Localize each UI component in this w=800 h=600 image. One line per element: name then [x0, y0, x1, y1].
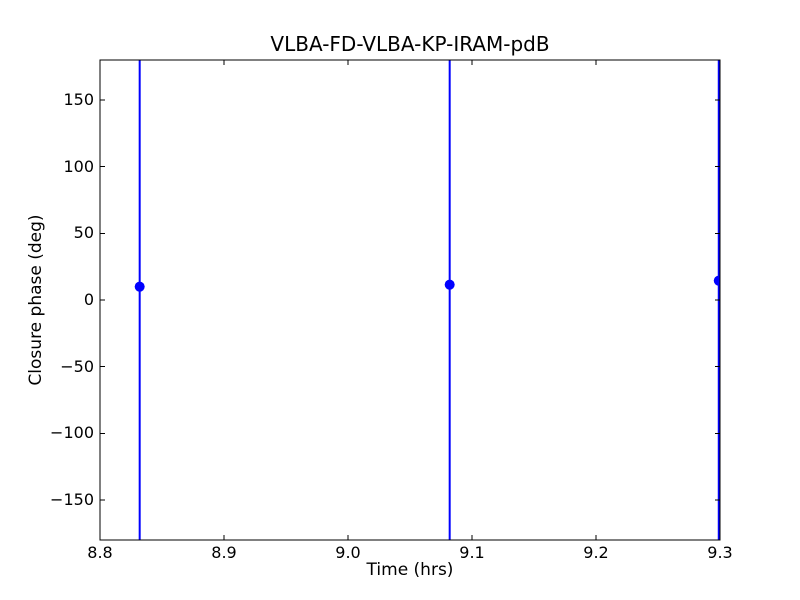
x-tick-label: 8.8 — [87, 543, 113, 562]
data-point-marker — [713, 275, 720, 286]
y-tick-label: −50 — [60, 356, 94, 376]
x-tick-label: 8.9 — [211, 543, 237, 562]
plot-border — [99, 59, 721, 541]
data-point-marker — [134, 281, 145, 292]
x-axis-label: Time (hrs) — [366, 560, 454, 580]
y-tick-label: 150 — [63, 90, 94, 109]
y-tick-label: 50 — [73, 223, 94, 243]
data-point-marker — [444, 279, 455, 290]
x-tick-label: 9.2 — [583, 543, 609, 562]
chart-title: VLBA-FD-VLBA-KP-IRAM-pdB — [270, 32, 550, 56]
y-tick-label: −100 — [50, 423, 94, 443]
axes-frame — [99, 59, 721, 541]
y-tick-label: 100 — [63, 156, 94, 176]
data-layer — [134, 60, 720, 540]
y-tick-label: 0 — [83, 290, 94, 309]
x-tick-label: 9.3 — [707, 543, 733, 562]
x-tick-label: 9.1 — [459, 543, 485, 562]
x-tick-label: 9.0 — [335, 543, 361, 562]
y-tick-label: −150 — [50, 490, 94, 509]
